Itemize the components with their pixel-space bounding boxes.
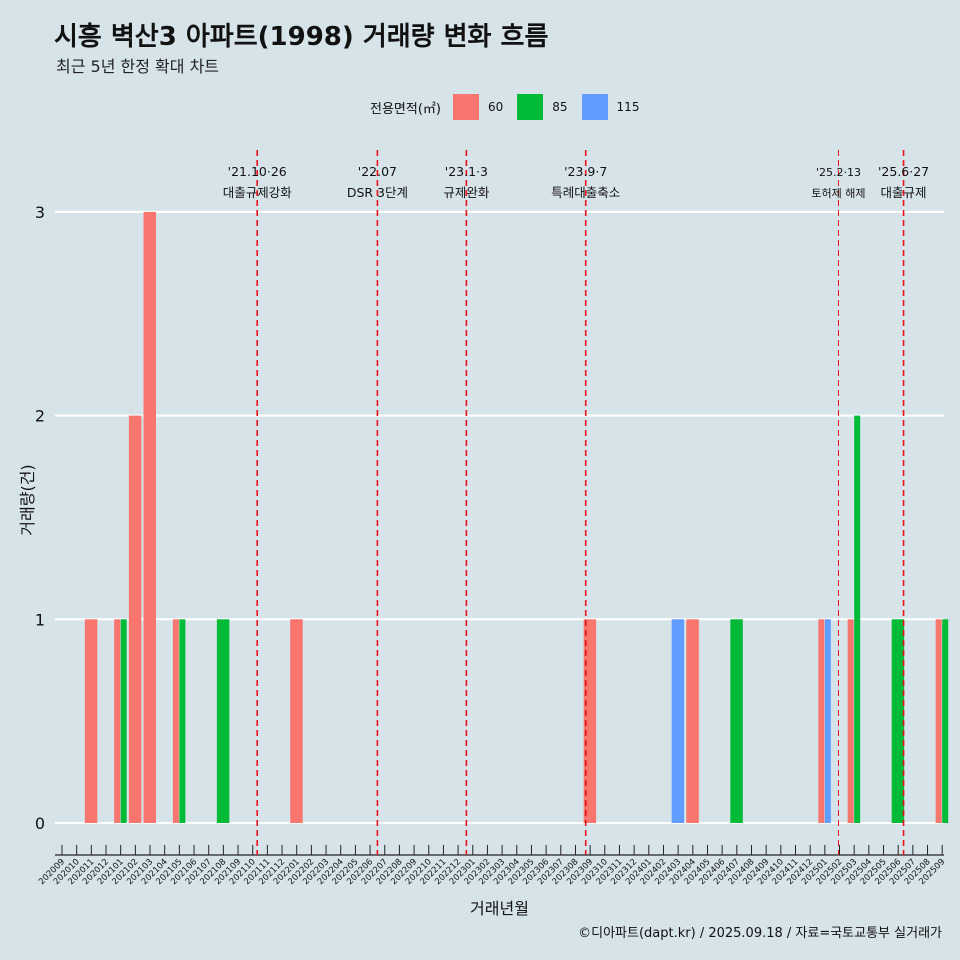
bar-60-202503: [847, 619, 854, 823]
bar-85-202503: [854, 415, 861, 823]
legend-item-115: 115: [581, 94, 640, 120]
legend-item-60: 60: [452, 94, 504, 120]
bar-60-202309: [583, 619, 597, 823]
bar-60-202501: [818, 619, 825, 823]
event-date-1: '22.07: [358, 164, 397, 179]
event-label-1: DSR 3단계: [347, 185, 408, 200]
bar-60-202201: [290, 619, 303, 823]
y-tick-label-0: 0: [35, 814, 45, 833]
bar-85-202105: [179, 619, 186, 823]
event-date-0: '21.10·26: [228, 164, 287, 179]
y-axis-title: 거래량(건): [18, 464, 37, 535]
chart-subtitle: 최근 5년 한정 확대 차트: [56, 57, 220, 76]
legend: 전용면적(㎡) 60 85 115: [370, 94, 653, 120]
bar-60-202103: [143, 211, 157, 823]
bar-85-202101: [120, 619, 127, 823]
event-date-3: '23.9·7: [564, 164, 607, 179]
bar-85-202407: [730, 619, 743, 823]
event-label-2: 규제완화: [443, 185, 490, 200]
bar-115-202403: [671, 619, 685, 823]
legend-title: 전용면적(㎡): [370, 101, 441, 117]
legend-label-115: 115: [616, 100, 640, 114]
bar-60-202102: [128, 415, 142, 823]
y-tick-label-3: 3: [35, 203, 45, 222]
legend-item-85: 85: [517, 94, 568, 120]
event-date-2: '23.1·3: [445, 164, 488, 179]
y-tick-label-2: 2: [35, 407, 45, 426]
event-label-0: 대출규제강화: [223, 185, 293, 200]
bar-60-202011: [84, 619, 98, 823]
legend-label-60: 60: [487, 100, 504, 114]
bar-60-202101: [114, 619, 121, 823]
y-tick-label-1: 1: [35, 610, 45, 629]
bar-115-202501: [824, 619, 831, 823]
legend-key-115: [581, 94, 608, 120]
legend-key-85: [517, 94, 544, 120]
bar-60-202509: [935, 619, 942, 823]
bar-85-202506: [891, 619, 905, 823]
event-label-3: 특례대출축소: [551, 185, 620, 200]
x-axis-title: 거래년월: [470, 899, 529, 918]
legend-label-85: 85: [552, 100, 568, 114]
bar-85-202108: [216, 619, 230, 823]
bar-85-202509: [942, 619, 949, 823]
source-caption: ©디아파트(dapt.kr) / 2025.09.18 / 자료=국토교통부 실…: [578, 926, 942, 941]
legend-key-60: [452, 94, 479, 120]
event-label-5: 대출규제: [881, 185, 927, 200]
bar-60-202105: [172, 619, 179, 823]
event-date-5: '25.6·27: [878, 164, 929, 179]
bar-60-202404: [686, 619, 699, 823]
event-date-4: '25.2·13: [816, 166, 861, 179]
chart-title: 시흥 벽산3 아파트(1998) 거래량 변화 흐름: [54, 22, 549, 52]
event-label-4: 토허제 해제: [811, 186, 865, 200]
